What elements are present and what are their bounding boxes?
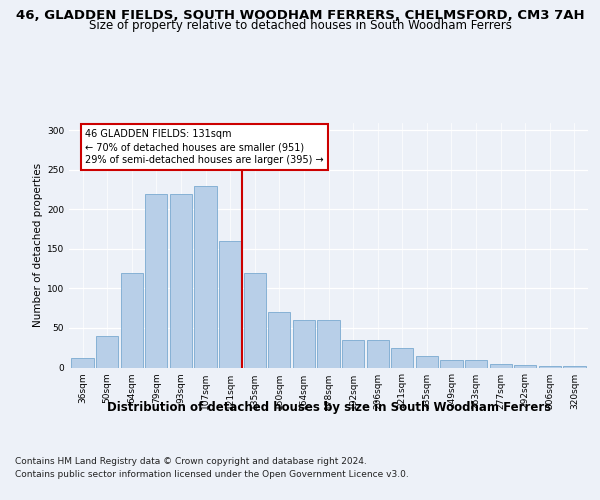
Bar: [563, 366, 586, 368]
Text: Size of property relative to detached houses in South Woodham Ferrers: Size of property relative to detached ho…: [89, 20, 511, 32]
Y-axis label: Number of detached properties: Number of detached properties: [33, 163, 43, 327]
Bar: [391, 348, 413, 368]
Bar: [71, 358, 94, 368]
Bar: [96, 336, 118, 368]
Bar: [342, 340, 364, 367]
Bar: [490, 364, 512, 368]
Bar: [539, 366, 561, 368]
Bar: [219, 241, 241, 368]
Bar: [170, 194, 192, 368]
Bar: [293, 320, 315, 368]
Bar: [440, 360, 463, 368]
Bar: [121, 272, 143, 368]
Text: 46 GLADDEN FIELDS: 131sqm
← 70% of detached houses are smaller (951)
29% of semi: 46 GLADDEN FIELDS: 131sqm ← 70% of detac…: [85, 129, 323, 165]
Bar: [194, 186, 217, 368]
Bar: [514, 365, 536, 368]
Text: Contains public sector information licensed under the Open Government Licence v3: Contains public sector information licen…: [15, 470, 409, 479]
Bar: [465, 360, 487, 368]
Bar: [367, 340, 389, 367]
Text: Contains HM Land Registry data © Crown copyright and database right 2024.: Contains HM Land Registry data © Crown c…: [15, 458, 367, 466]
Bar: [244, 272, 266, 368]
Bar: [317, 320, 340, 368]
Bar: [145, 194, 167, 368]
Bar: [268, 312, 290, 368]
Text: Distribution of detached houses by size in South Woodham Ferrers: Distribution of detached houses by size …: [107, 401, 551, 414]
Bar: [416, 356, 438, 368]
Text: 46, GLADDEN FIELDS, SOUTH WOODHAM FERRERS, CHELMSFORD, CM3 7AH: 46, GLADDEN FIELDS, SOUTH WOODHAM FERRER…: [16, 9, 584, 22]
